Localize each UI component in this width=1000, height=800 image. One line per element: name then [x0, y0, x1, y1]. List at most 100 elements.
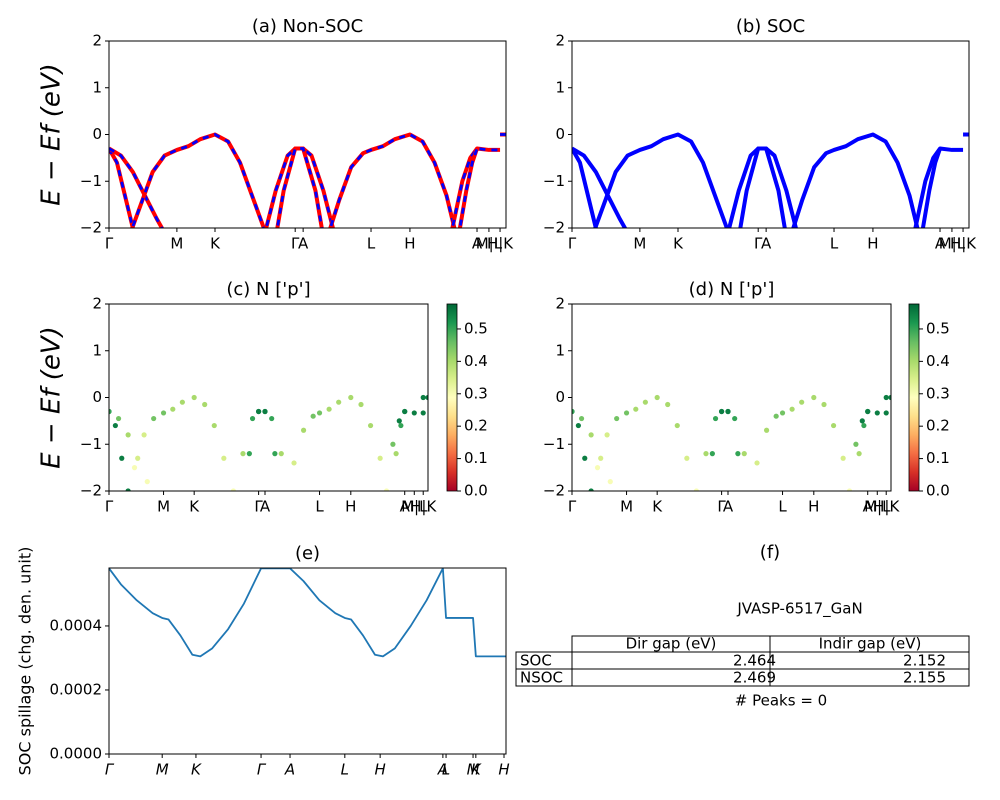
band-point: [272, 451, 278, 457]
x-tick-label: M|L: [476, 235, 503, 253]
band-point: [316, 410, 323, 416]
band-point: [840, 455, 846, 461]
x-tick-label: H: [498, 761, 509, 779]
x-tick-label: A: [284, 761, 295, 779]
band-line: [450, 146, 501, 228]
colorbar-tick-label: 0.2: [464, 417, 488, 435]
band-line: [264, 146, 335, 228]
axes-frame: [571, 40, 970, 229]
band-line-overlay: [109, 147, 164, 228]
band-point: [151, 493, 156, 498]
colorbar-tick-label: 0.1: [926, 449, 950, 467]
x-tick-label: H: [867, 235, 878, 253]
y-tick-label: 2: [555, 295, 565, 313]
band-point: [129, 507, 134, 512]
band-point: [799, 399, 805, 405]
band-point: [420, 394, 426, 401]
band-point: [279, 498, 284, 503]
x-tick-label: A: [723, 498, 734, 516]
y-tick-label: −2: [543, 219, 565, 237]
table-footer: # Peaks = 0: [735, 692, 827, 710]
colorbar-tick-label: 0.2: [926, 417, 950, 435]
y-tick-label: −2: [80, 219, 102, 237]
band-point: [191, 394, 197, 401]
band-point: [425, 394, 428, 401]
band-point: [582, 455, 588, 461]
x-tick-label: Γ: [254, 498, 263, 516]
band-line: [791, 132, 920, 228]
y-tick-label: 0.0004: [50, 616, 103, 634]
band-point: [348, 394, 354, 401]
x-tick-label: Γ: [105, 235, 114, 253]
band-point: [588, 432, 594, 438]
band-point: [846, 488, 853, 491]
band-point: [125, 432, 131, 438]
x-tick-label: L: [442, 761, 450, 779]
x-tick-label: A: [298, 235, 309, 253]
chart-title: (d) N ['p']: [689, 279, 775, 300]
plot-area: [109, 394, 428, 512]
band-point: [396, 418, 402, 424]
band-line: [727, 146, 798, 228]
y-tick-label: 0.0000: [50, 745, 103, 763]
band-point: [240, 451, 246, 457]
band-line: [913, 146, 964, 228]
x-tick-label: L: [367, 235, 376, 253]
band-line-overlay: [328, 132, 456, 228]
y-tick-label: 0: [555, 388, 565, 406]
y-tick-label: −2: [80, 482, 102, 500]
band-point: [310, 413, 316, 419]
band-point: [883, 410, 889, 416]
x-tick-label: Γ: [257, 761, 267, 779]
band-point: [859, 418, 865, 424]
x-tick-label: M: [620, 498, 633, 516]
band-point: [735, 451, 741, 457]
y-tick-label: 2: [92, 295, 102, 313]
x-tick-label: L: [341, 761, 349, 779]
band-point: [654, 394, 660, 401]
y-tick-label: −1: [543, 435, 565, 453]
column-header: Indir gap (eV): [819, 635, 922, 653]
colorbar: [908, 303, 920, 492]
column-header: Dir gap (eV): [626, 635, 717, 653]
chart-title: (b) SOC: [736, 16, 805, 37]
colorbar-tick-label: 0.5: [464, 319, 488, 337]
band-point: [202, 401, 208, 408]
band-point: [703, 451, 709, 457]
band-point: [811, 394, 817, 401]
band-point: [288, 498, 293, 503]
colorbar-tick-label: 0.1: [464, 449, 488, 467]
cell: [769, 668, 970, 687]
band-point: [119, 455, 125, 461]
band-point: [291, 460, 297, 466]
band-point: [240, 498, 245, 503]
band-point: [131, 465, 138, 471]
plot-area: [109, 132, 506, 228]
band-point: [830, 422, 837, 429]
y-axis-label: SOC spillage (chg. den. unit): [16, 547, 35, 776]
band-point: [326, 406, 332, 412]
y-axis-label: E − Ef (eV): [37, 63, 67, 206]
band-point: [122, 498, 127, 503]
colorbar: [446, 303, 458, 492]
band-point: [703, 498, 708, 503]
x-tick-label: H: [345, 498, 356, 516]
axes-frame: [571, 303, 892, 492]
colorbar-tick-label: 0.4: [464, 352, 488, 370]
x-tick-label: M: [467, 761, 480, 779]
band-point: [604, 432, 610, 438]
y-tick-label: 0: [92, 388, 102, 406]
colorbar-tick-label: 0.3: [464, 384, 488, 402]
band-point: [684, 455, 690, 461]
band-point: [170, 406, 176, 412]
band-point: [256, 408, 262, 415]
band-point: [598, 455, 604, 461]
band-point: [674, 422, 680, 429]
band-point: [751, 498, 756, 503]
band-point: [709, 451, 715, 457]
band-point: [741, 451, 747, 457]
table-caption: JVASP-6517_GaN: [736, 600, 862, 619]
band-point: [642, 399, 648, 405]
band-line: [920, 147, 942, 228]
x-tick-label: Γ: [568, 235, 577, 253]
